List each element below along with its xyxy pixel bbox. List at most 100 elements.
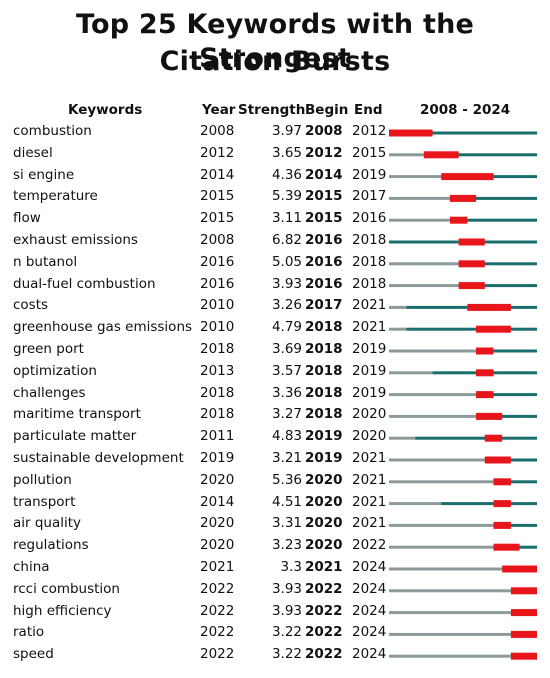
- row-25-end: 2024: [352, 646, 387, 663]
- row-21-active-line: [502, 567, 537, 571]
- row-12-keyword: optimization: [13, 362, 97, 379]
- row-10-begin: 2018: [305, 319, 343, 336]
- row-5-keyword: flow: [13, 210, 41, 227]
- row-19-begin: 2020: [305, 515, 343, 532]
- row-3-strength: 4.36: [271, 166, 302, 183]
- row-10-pre-line: [389, 327, 407, 331]
- row-9-keyword: costs: [13, 297, 49, 314]
- row-2-end: 2015: [352, 144, 387, 161]
- row-14-strength: 3.27: [271, 406, 302, 423]
- row-23-end: 2024: [352, 602, 387, 619]
- row-17-active-line: [493, 480, 537, 484]
- row-13-strength: 3.36: [271, 384, 302, 401]
- row-17-year: 2020: [200, 471, 235, 488]
- row-22-burst-bar: [510, 587, 537, 595]
- row-9-burst-bar: [467, 303, 511, 311]
- row-18-begin: 2020: [305, 493, 343, 510]
- row-19-year: 2020: [200, 515, 235, 532]
- row-20-pre-line: [389, 545, 494, 549]
- row-3-pre-line: [389, 175, 442, 179]
- row-2-year: 2012: [200, 144, 235, 161]
- row-3-end: 2019: [352, 166, 387, 183]
- row-17-burst-bar: [493, 478, 511, 486]
- row-1-keyword: combustion: [13, 123, 92, 139]
- row-10-end: 2021: [352, 319, 387, 336]
- row-24-end: 2024: [352, 624, 387, 641]
- row-14-pre-line: [389, 414, 477, 418]
- row-21-keyword: china: [13, 559, 50, 575]
- row-11-burst-bar: [476, 347, 494, 355]
- row-10-strength: 4.79: [271, 319, 302, 336]
- row-16-pre-line: [389, 458, 485, 462]
- header-begin: Begin: [305, 102, 349, 118]
- row-13-begin: 2018: [305, 384, 343, 401]
- row-10-year: 2010: [200, 319, 235, 336]
- row-4-burst-bar: [449, 194, 477, 202]
- row-16-active-line: [484, 458, 537, 462]
- row-19-strength: 3.31: [271, 515, 302, 532]
- row-3-active-line: [441, 175, 537, 179]
- row-9-begin: 2017: [305, 297, 343, 314]
- row-8-active-line: [458, 284, 537, 288]
- row-2-active-line: [423, 153, 537, 157]
- row-12-active-line: [432, 371, 537, 375]
- row-19-end: 2021: [352, 515, 387, 532]
- row-22-year: 2022: [200, 580, 235, 597]
- row-5-year: 2015: [200, 210, 235, 227]
- row-6-begin: 2016: [305, 232, 343, 248]
- row-24-year: 2022: [200, 624, 235, 641]
- row-18-burst-bar: [493, 500, 511, 508]
- row-8-begin: 2016: [305, 275, 343, 292]
- row-12-pre-line: [389, 371, 433, 375]
- row-12-end: 2019: [352, 362, 387, 379]
- row-5-burst-bar: [449, 216, 468, 224]
- row-10-burst-bar: [476, 325, 511, 333]
- row-20-keyword: regulations: [13, 537, 89, 554]
- row-2-keyword: diesel: [13, 144, 53, 161]
- row-14-end: 2020: [352, 406, 387, 423]
- row-3-year: 2014: [200, 166, 235, 183]
- row-17-end: 2021: [352, 471, 387, 488]
- row-14-begin: 2018: [305, 406, 343, 423]
- row-22-pre-line: [389, 589, 511, 593]
- row-21-strength: 3.3: [280, 559, 302, 575]
- row-12-strength: 3.57: [271, 362, 302, 379]
- row-20-year: 2020: [200, 537, 235, 554]
- row-20-burst-bar: [493, 543, 520, 551]
- row-16-begin: 2019: [305, 450, 343, 466]
- row-25-begin: 2022: [305, 646, 343, 663]
- row-8-year: 2016: [200, 275, 235, 292]
- chart-title-line-1: Top 25 Keywords with the Strongest: [75, 9, 474, 74]
- header-timeline-range: 2008 - 2024: [420, 102, 511, 118]
- row-9-active-line: [406, 305, 537, 309]
- row-19-burst-bar: [493, 521, 511, 529]
- row-14-keyword: maritime transport: [13, 406, 141, 423]
- row-8-burst-bar: [458, 282, 485, 290]
- row-21-pre-line: [389, 567, 503, 571]
- row-17-begin: 2020: [305, 471, 343, 488]
- row-4-active-line: [449, 196, 537, 200]
- row-13-burst-bar: [476, 391, 494, 399]
- row-20-active-line: [493, 545, 537, 549]
- row-15-keyword: particulate matter: [13, 428, 137, 445]
- row-20-end: 2022: [352, 537, 387, 554]
- row-7-burst-bar: [458, 260, 485, 268]
- row-17-keyword: pollution: [13, 471, 72, 488]
- row-11-active-line: [476, 349, 537, 353]
- row-18-pre-line: [389, 502, 442, 506]
- row-18-keyword: transport: [13, 493, 76, 510]
- row-23-keyword: high efficiency: [13, 602, 112, 619]
- row-8-keyword: dual-fuel combustion: [13, 275, 156, 292]
- row-17-strength: 5.36: [271, 471, 302, 488]
- row-10-active-line: [406, 327, 537, 331]
- row-25-keyword: speed: [13, 646, 54, 663]
- row-16-strength: 3.21: [271, 450, 302, 466]
- row-10-keyword: greenhouse gas emissions: [13, 319, 193, 336]
- row-19-pre-line: [389, 523, 494, 527]
- row-20-begin: 2020: [305, 537, 343, 554]
- row-8-pre-line: [389, 284, 459, 288]
- row-11-end: 2019: [352, 341, 387, 357]
- row-23-year: 2022: [200, 602, 235, 619]
- row-14-burst-bar: [476, 412, 503, 420]
- row-18-year: 2014: [200, 493, 235, 510]
